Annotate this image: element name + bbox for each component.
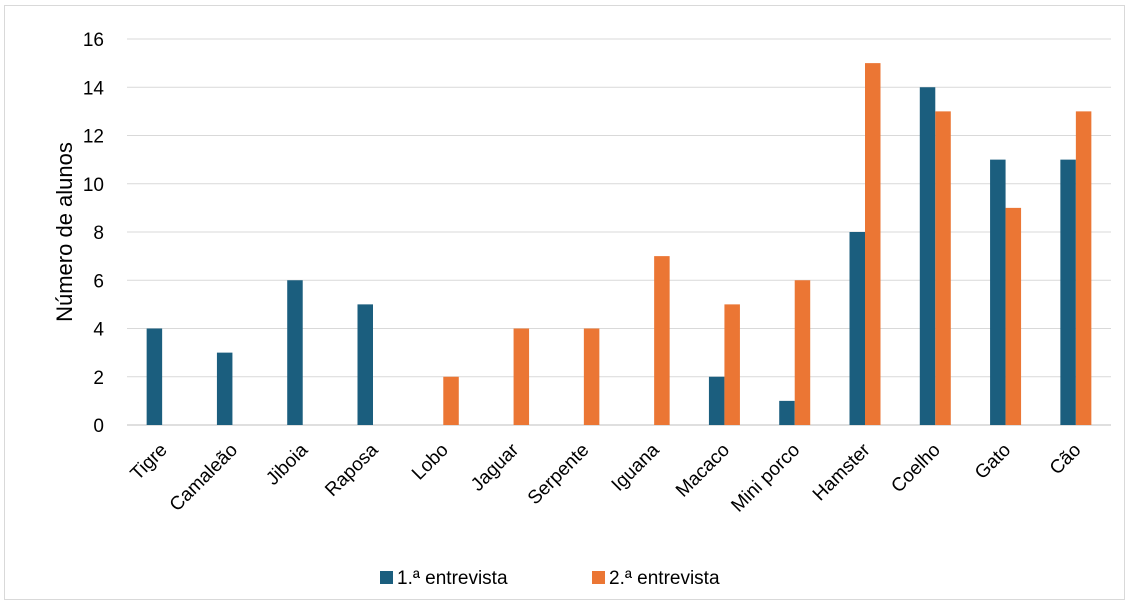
bar-2 (935, 111, 951, 425)
bar-1 (919, 87, 936, 425)
legend-label-1: 1.ª entrevista (397, 568, 508, 589)
bar-1 (990, 159, 1006, 425)
y-tick-label: 8 (93, 223, 104, 244)
x-tick-label: Hamster (809, 439, 875, 505)
x-tick-label: Tigre (127, 440, 172, 485)
y-tick-label: 12 (83, 127, 104, 148)
bar-2 (865, 63, 881, 425)
bar-1 (357, 304, 373, 425)
bar-2 (724, 304, 740, 425)
x-tick-label: Cão (1046, 440, 1085, 479)
x-tick-label: Camaleão (166, 440, 242, 516)
y-tick-label: 10 (83, 175, 104, 196)
y-tick-label: 6 (93, 271, 104, 292)
y-tick-label: 2 (93, 368, 104, 389)
bar-1 (216, 352, 233, 425)
x-tick-label: Iguana (608, 439, 664, 495)
y-tick-label: 14 (83, 78, 105, 99)
x-tick-label: Lobo (408, 440, 453, 485)
bar-1 (708, 376, 725, 425)
bars (146, 63, 1092, 425)
x-tick-label: Jaguar (467, 439, 523, 495)
x-tick-label: Macaco (672, 440, 734, 502)
x-tick-label: Coelho (887, 440, 944, 497)
bar-2 (513, 328, 530, 425)
y-tick-label: 16 (83, 30, 104, 51)
legend: 1.ª entrevista 2.ª entrevista (380, 568, 720, 589)
bar-1 (779, 400, 795, 425)
y-tick-label: 0 (93, 416, 104, 437)
x-tick-label: Raposa (321, 439, 382, 500)
x-tick-label: Jiboia (262, 439, 312, 489)
bar-1 (849, 232, 865, 425)
bar-1 (1060, 159, 1076, 425)
gridlines (127, 38, 1111, 426)
bar-2 (583, 328, 600, 425)
y-axis-ticks: 0 2 4 6 8 10 12 14 16 (83, 30, 105, 437)
x-tick-label: Mini porco (727, 440, 804, 517)
legend-label-2: 2.ª entrevista (609, 568, 720, 589)
legend-swatch-2 (592, 571, 605, 584)
bar-2 (1005, 207, 1022, 425)
bar-2 (1075, 111, 1092, 425)
legend-swatch-1 (380, 571, 393, 584)
x-tick-label: Serpente (524, 440, 593, 509)
bar-1 (146, 328, 163, 425)
bar-2 (794, 280, 811, 425)
bar-1 (287, 280, 303, 425)
x-tick-label: Gato (971, 440, 1015, 484)
y-axis-title: Número de alunos (52, 142, 77, 322)
bar-2 (654, 256, 670, 425)
bar-2 (443, 376, 459, 425)
y-tick-label: 4 (93, 320, 104, 341)
